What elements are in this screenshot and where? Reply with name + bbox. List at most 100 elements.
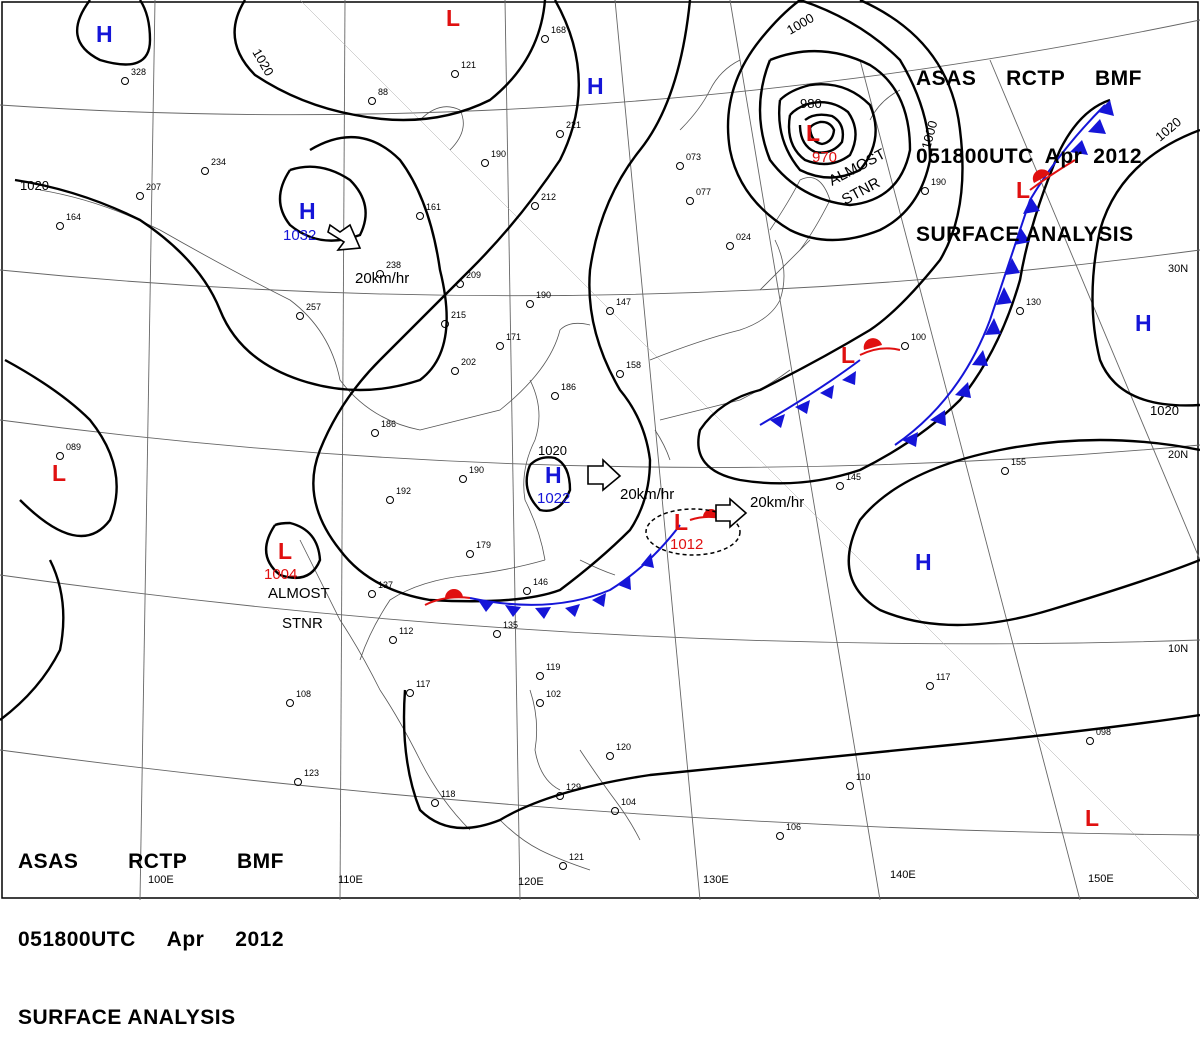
station-pressure: 147 <box>616 297 631 307</box>
station-marker <box>559 862 567 870</box>
station-pressure: 137 <box>378 580 393 590</box>
low-center-symbol: L <box>1085 805 1099 831</box>
station-pressure: 098 <box>1096 727 1111 737</box>
surface-analysis-map: 1020 1020 1020 1020 1000 1000 980 1020 <box>0 0 1200 900</box>
station-marker <box>536 672 544 680</box>
cold-front-tooth <box>930 410 946 426</box>
isobar-label: 1000 <box>784 10 817 37</box>
station-pressure: 88 <box>378 87 388 97</box>
station-marker <box>1001 467 1009 475</box>
station-marker <box>121 77 129 85</box>
cold-front-tooth <box>1088 119 1106 134</box>
station-pressure: 121 <box>569 852 584 862</box>
station-pressure: 186 <box>561 382 576 392</box>
station-pressure: 186 <box>381 419 396 429</box>
title-month: Apr <box>1044 145 1083 168</box>
isobar-label: 1020 <box>20 178 49 193</box>
high-center-symbol: H <box>545 462 562 488</box>
cold-front-tooth <box>535 607 551 619</box>
almost-stnr-label: STNR <box>282 615 323 632</box>
pressure-centers: H L H H L L L H L H L L H L <box>52 5 1152 831</box>
title-product: BMF <box>1095 67 1142 90</box>
station-pressure: 135 <box>503 620 518 630</box>
station-marker <box>416 212 424 220</box>
station-plots: 328 121 168 88 221 190 212 234 207 164 161 238 209 21… <box>56 25 1111 870</box>
pressure-value: 1012 <box>670 536 703 553</box>
cold-front-tooth <box>842 371 856 385</box>
pressure-values: 1032 970 1022 1004 1012 <box>264 149 837 583</box>
station-pressure: 207 <box>146 182 161 192</box>
cold-front-tooth <box>618 575 631 590</box>
station-marker <box>496 342 504 350</box>
latitude-label: 20N <box>1168 449 1188 461</box>
station-marker <box>776 832 784 840</box>
cold-front-tooth <box>641 553 654 568</box>
station-pressure: 117 <box>936 672 950 682</box>
longitude-label: 140E <box>890 869 916 881</box>
cold-front-tooth <box>478 600 494 612</box>
isobar-label: 1020 <box>1150 403 1179 418</box>
station-marker <box>606 307 614 315</box>
station-marker <box>386 496 394 504</box>
title-type: SURFACE ANALYSIS <box>18 1006 236 1029</box>
station-pressure: 190 <box>469 465 484 475</box>
station-pressure: 161 <box>426 202 441 212</box>
cold-front-tooth <box>1098 100 1114 116</box>
station-marker <box>441 320 449 328</box>
coastlines <box>39 59 901 871</box>
station-pressure: 073 <box>686 152 701 162</box>
title-station: RCTP <box>1006 67 1066 90</box>
title-station: RCTP <box>128 850 188 873</box>
station-pressure: 190 <box>536 290 551 300</box>
station-pressure: 202 <box>461 357 476 367</box>
station-marker <box>1086 737 1094 745</box>
motion-arrow <box>327 223 362 251</box>
station-pressure: 024 <box>736 232 751 242</box>
station-pressure: 221 <box>566 120 581 130</box>
high-center-symbol: H <box>299 198 316 224</box>
station-marker <box>56 452 64 460</box>
cold-front-ne <box>759 359 861 426</box>
station-pressure: 123 <box>304 768 319 778</box>
station-pressure: 209 <box>466 270 481 280</box>
station-marker <box>56 222 64 230</box>
station-marker <box>296 312 304 320</box>
station-marker <box>481 159 489 167</box>
station-marker <box>431 799 439 807</box>
warm-front-ne <box>859 347 901 356</box>
station-pressure: 089 <box>66 442 81 452</box>
low-center-symbol: L <box>806 120 820 146</box>
station-marker <box>526 300 534 308</box>
fronts <box>424 100 1114 619</box>
cold-front-tooth <box>1023 197 1040 214</box>
station-pressure: 190 <box>931 177 946 187</box>
title-year: 2012 <box>235 928 284 951</box>
station-marker <box>551 392 559 400</box>
cold-front-tooth <box>1014 228 1030 245</box>
high-center-symbol: H <box>1135 310 1152 336</box>
station-marker <box>451 70 459 78</box>
high-center-symbol: H <box>587 73 604 99</box>
station-pressure: 171 <box>506 332 521 342</box>
station-pressure: 117 <box>416 679 430 689</box>
station-marker <box>136 192 144 200</box>
station-pressure: 129 <box>566 782 581 792</box>
low-center-symbol: L <box>52 460 66 486</box>
station-pressure: 118 <box>441 789 455 799</box>
station-marker <box>493 630 501 638</box>
station-pressure: 215 <box>451 310 466 320</box>
station-marker <box>286 699 294 707</box>
station-marker <box>376 270 384 278</box>
station-marker <box>921 187 929 195</box>
station-marker <box>606 752 614 760</box>
isobar-label: 1000 <box>918 119 940 151</box>
title-time: 051800UTC <box>916 145 1034 168</box>
station-marker <box>459 475 467 483</box>
latitude-label: 10N <box>1168 643 1188 655</box>
station-pressure: 146 <box>533 577 548 587</box>
station-marker <box>201 167 209 175</box>
station-pressure: 077 <box>696 187 711 197</box>
cold-front-tooth <box>592 593 606 607</box>
station-pressure: 328 <box>131 67 146 77</box>
cold-front-tooth <box>795 400 810 414</box>
